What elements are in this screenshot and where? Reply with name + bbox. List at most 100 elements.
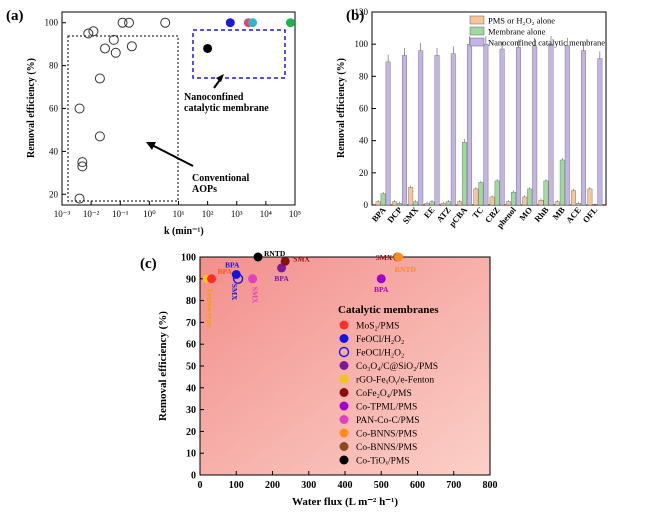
- chart-a-xtick-label: 10⁰: [143, 209, 156, 219]
- chart-c-legend-label: Co-BNNS/PMS: [356, 443, 417, 453]
- chart-a-xtick-label: 10⁻³: [54, 209, 71, 219]
- chart-c-legend-label: CoFe₂O₄/PMS: [356, 389, 412, 399]
- chart-c-point-label: BPA: [218, 267, 233, 276]
- chart-c-point: [394, 252, 404, 262]
- chart-c-ytick-label: 0: [191, 471, 196, 482]
- annotation-conventional-1: Conventional: [192, 173, 249, 184]
- chart-c-ytick-label: 100: [181, 253, 196, 264]
- chart-c-ylabel: Removal efficiency (%): [157, 311, 169, 421]
- chart-a-point-conventional: [110, 47, 121, 58]
- chart-b-bar: [380, 193, 386, 206]
- chart-c-xtick-label: 600: [410, 480, 425, 491]
- arrow-conventional-shaft: [149, 143, 194, 167]
- chart-c-xtick-label: 0: [198, 480, 203, 491]
- chart-a-xtick-label: 10²: [202, 209, 214, 219]
- chart-c-point-label: BPA: [274, 274, 289, 283]
- nanoconfined-box: [192, 29, 286, 79]
- chart-c-point: [280, 256, 290, 266]
- chart-b-bar: [571, 190, 577, 206]
- chart-b-bar: [532, 45, 538, 206]
- chart-a-point-conventional: [94, 131, 105, 142]
- chart-b-bar: [457, 201, 463, 206]
- chart-c-point: [253, 252, 263, 262]
- chart-c-legend-label: PAN-Co-C/PMS: [356, 416, 420, 426]
- chart-a-ytick-label: 20: [49, 189, 59, 199]
- chart-a-ytick-label: 80: [49, 61, 59, 71]
- chart-a-point-conventional: [117, 17, 128, 28]
- chart-a: Nanoconfined catalytic membrane Conventi…: [26, 11, 302, 237]
- chart-c-legend-label: Co-BNNS/PMS: [356, 430, 417, 440]
- chart-b-legend-swatch: [469, 26, 485, 36]
- chart-b-ytick-label: 100: [355, 39, 369, 49]
- chart-b-bar: [587, 188, 593, 206]
- chart-c-point: [248, 274, 258, 284]
- chart-c-legend-marker: [339, 415, 349, 424]
- chart-a-point-conventional: [77, 161, 88, 172]
- chart-c: Water flux (L m⁻² h⁻¹) Removal efficienc…: [157, 249, 498, 508]
- chart-b-bar: [462, 142, 468, 206]
- chart-b-bar: [576, 203, 582, 206]
- chart-c-point-label: RNTD: [264, 249, 286, 258]
- chart-a-xtick-label: 10³: [231, 209, 243, 219]
- annotation-nanoconfined-2: catalytic membrane: [184, 103, 269, 114]
- chart-b-bar: [445, 201, 451, 206]
- chart-a-point-conventional: [83, 28, 94, 39]
- chart-b-bar: [510, 191, 516, 206]
- chart-b-ytick-label: 20: [359, 168, 369, 178]
- chart-c-ytick-label: 40: [186, 383, 196, 394]
- chart-a-point-conventional: [77, 157, 88, 168]
- chart-c-legend-label: MoS₂/PMS: [356, 322, 399, 332]
- chart-b-bar: [499, 48, 505, 206]
- chart-b-bar: [527, 188, 533, 206]
- chart-b-category-label: RhB: [532, 205, 551, 224]
- chart-c-legend-marker: [339, 401, 349, 411]
- chart-a-ytick-label: 100: [45, 18, 59, 28]
- chart-a-point-conventional: [160, 17, 171, 28]
- chart-c-xlabel: Water flux (L m⁻² h⁻¹): [292, 496, 398, 508]
- chart-a-point-conventional: [100, 43, 111, 54]
- chart-a-point-nanoconfined: [203, 43, 213, 53]
- chart-b-bar: [581, 50, 587, 206]
- chart-c-ytick-label: 80: [186, 296, 196, 307]
- chart-b-bar: [408, 187, 414, 206]
- chart-b-category-label: phenol: [495, 204, 519, 230]
- chart-a-ticks: 10⁻³ 10⁻² 10⁻¹ 10⁰ 10¹ 10² 10³ 10⁴ 10⁵ 20 40 60 80 10…: [45, 18, 302, 219]
- chart-b-legend-swatch: [469, 37, 485, 47]
- chart-a-ytick-label: 40: [49, 146, 59, 156]
- chart-b-bar: [597, 58, 603, 206]
- chart-c-legend-marker: [339, 374, 349, 384]
- chart-b-category-label: ACE: [564, 205, 583, 225]
- chart-b-category-label: MO: [517, 205, 534, 223]
- chart-c-legend-label: Co-TiOₓ/PMS: [356, 457, 410, 467]
- chart-b-bar: [418, 50, 424, 206]
- chart-c-legend-marker: [339, 442, 349, 451]
- chart-b-bar: [391, 201, 397, 206]
- chart-a-point-conventional: [74, 193, 85, 204]
- chart-c-legend-marker: [339, 334, 349, 343]
- panel-b-label: (b): [346, 8, 364, 24]
- chart-c-legend: MoS₂/PMS FeOCl/H₂O₂ FeOCl/H₂O₂ Co₃O₄/C@SiO₂…: [338, 320, 438, 467]
- chart-c-xtick-label: 200: [265, 480, 280, 491]
- chart-b-bar: [478, 182, 484, 206]
- chart-c-legend-marker: [339, 320, 349, 330]
- chart-b-bar: [548, 43, 554, 206]
- chart-b-category-label: OFL: [580, 205, 599, 225]
- chart-a-xlabel: k (min⁻¹): [164, 226, 204, 237]
- chart-c-point-label: BPA: [374, 285, 389, 294]
- chart-a-point-conventional: [126, 41, 137, 52]
- chart-c-point: [277, 263, 287, 273]
- chart-b-ytick-label: 120: [355, 7, 369, 17]
- chart-a-xtick-label: 10⁴: [260, 209, 272, 219]
- chart-a-point-conventional: [74, 103, 85, 114]
- annotation-nanoconfined-1: Nanoconfined: [184, 92, 244, 103]
- chart-a-point-nanoconfined: [285, 18, 295, 28]
- chart-a-point-nanoconfined: [248, 18, 258, 28]
- chart-b-legend-label: Nanoconfined catalytic membrane: [488, 38, 605, 48]
- chart-a-point-conventional: [88, 26, 99, 37]
- chart-c-point-label: SMX: [230, 284, 239, 301]
- chart-b-bar: [543, 180, 549, 206]
- chart-a-points: [74, 17, 295, 204]
- chart-c-xtick-label: 300: [301, 480, 316, 491]
- chart-c-point: [232, 273, 244, 284]
